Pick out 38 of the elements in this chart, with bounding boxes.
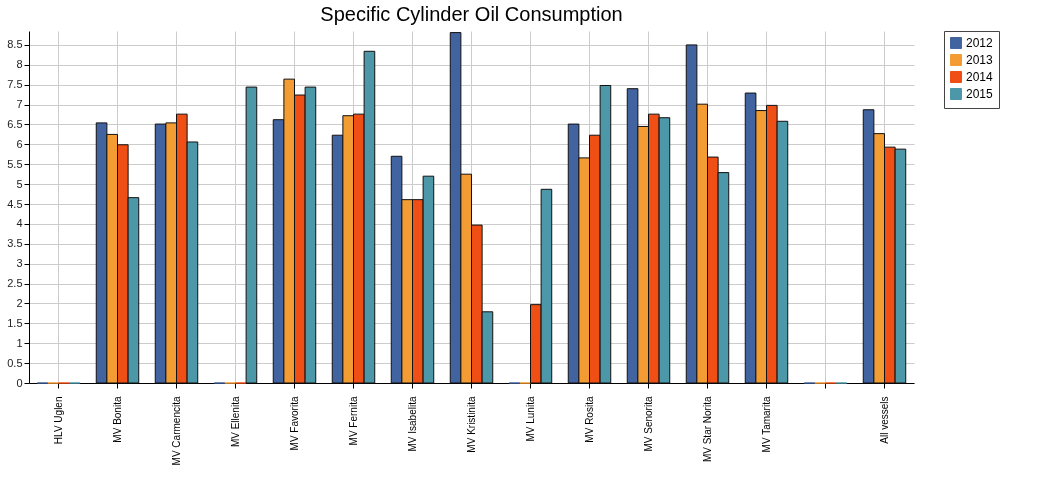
x-tick-label: MV Star Norita — [701, 396, 713, 463]
y-tick-label: 3 — [16, 257, 23, 270]
x-tick-label: MV Lunita — [524, 396, 536, 442]
y-tick-label: 8.5 — [7, 38, 23, 51]
legend-label: 2014 — [966, 70, 994, 84]
y-tick-label: 1.5 — [7, 316, 23, 329]
x-tick-label: MV Rosita — [583, 396, 595, 443]
y-tick-label: 6.5 — [7, 117, 23, 130]
legend-label: 2012 — [966, 36, 994, 50]
x-tick-label: MV Ellenita — [229, 396, 241, 448]
legend-label: 2015 — [966, 87, 994, 101]
y-tick-label: 3.5 — [7, 237, 23, 250]
x-tick-label: MV Carmencita — [170, 396, 182, 466]
y-tick-label: 7 — [16, 98, 23, 111]
x-tick-label: MV Favorita — [288, 396, 300, 451]
y-tick-label: 5.5 — [7, 157, 23, 170]
x-tick-label: MV Bonita — [111, 396, 123, 443]
x-tick-label: MV Isabelita — [406, 396, 418, 452]
y-tick-label: 5 — [16, 177, 23, 190]
y-tick-label: 2 — [16, 296, 23, 309]
x-tick-label: MV Kristinita — [465, 396, 477, 453]
chart-title: Specific Cylinder Oil Consumption — [320, 2, 623, 25]
y-tick-label: 8 — [16, 58, 23, 71]
x-tick-label: MV Fernita — [347, 396, 359, 446]
x-tick-label: All vessels — [878, 396, 890, 444]
x-tick-label: HLV Uglen — [52, 396, 64, 445]
y-tick-label: 4.5 — [7, 197, 23, 210]
bar — [245, 86, 258, 384]
x-tick-label: MV Tamarita — [760, 396, 772, 453]
y-tick-label: 0.5 — [7, 356, 23, 369]
y-tick-label: 6 — [16, 137, 23, 150]
y-tick-label: 1 — [16, 336, 23, 349]
y-tick-label: 0 — [16, 376, 23, 389]
y-tick-label: 4 — [16, 217, 23, 230]
y-tick-label: 2.5 — [7, 277, 23, 290]
y-tick-label: 7.5 — [7, 78, 23, 91]
legend-label: 2013 — [966, 53, 994, 67]
x-tick-label: MV Senorita — [642, 396, 654, 452]
